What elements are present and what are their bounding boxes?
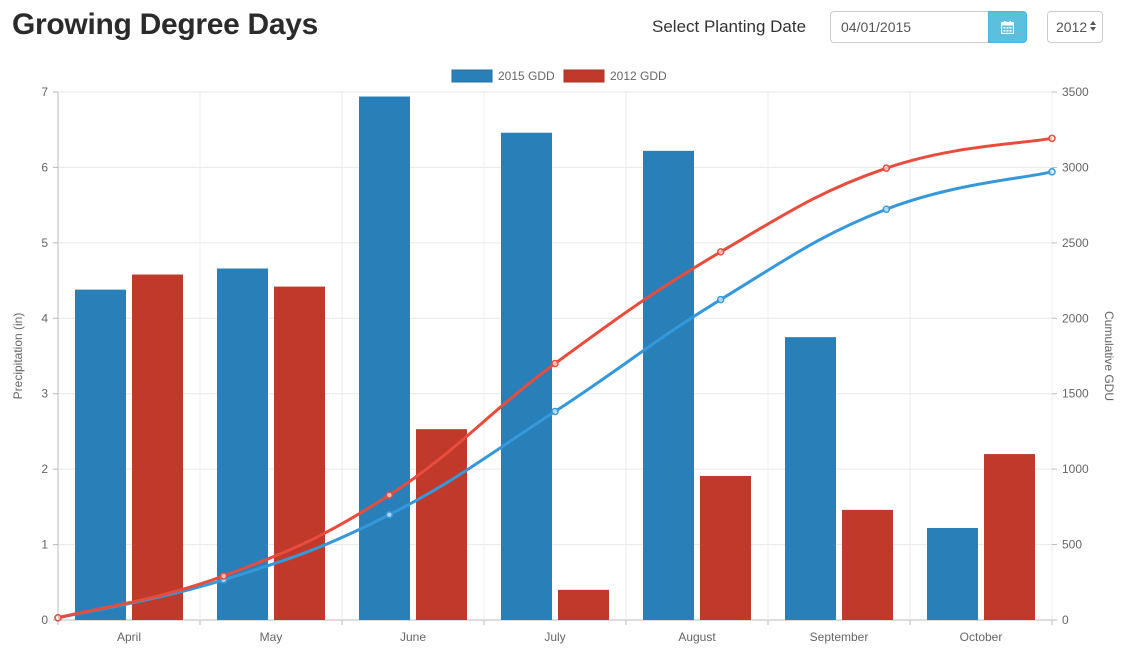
legend-label-2015: 2015 GDD [498,69,555,83]
point-2012 [551,359,559,368]
y-tick-label: 2 [41,462,48,476]
legend-swatch-2015 [451,69,493,83]
bar-2015 [359,96,410,621]
bar-2015 [927,527,978,620]
legend-swatch-2012 [563,69,605,83]
x-tick-label: June [400,630,426,644]
page-title: Growing Degree Days [12,8,319,41]
line-2015 [57,170,1053,620]
point-2012 [219,572,228,580]
point-2012 [1048,134,1056,143]
point-2015 [716,295,725,304]
point-2015 [1048,168,1056,176]
point-2012 [882,164,891,172]
y-tick-label: 5 [41,236,48,250]
y-tick-label: 6 [41,160,48,174]
y2-tick-label: 2500 [1062,236,1089,250]
point-2015 [882,205,891,213]
x-tick-label: May [260,630,283,644]
y-tick-label: 1 [41,538,48,552]
y2-tick-label: 3000 [1062,160,1089,174]
y2-tick-label: 500 [1062,538,1082,552]
y-tick-label: 7 [41,85,48,99]
x-tick-label: April [117,630,141,644]
planting-date-input[interactable] [830,11,988,43]
point-2012 [385,491,394,499]
bar-2015 [643,150,694,620]
y-axis-title: Precipitation (in) [11,313,25,400]
bar-2012 [132,274,183,620]
planting-date-label: Select Planting Date [652,17,807,36]
y2-axis-title: Cumulative GDU [1102,311,1116,401]
year-select[interactable]: 2012 [1047,11,1103,43]
year-select-value: 2012 [1056,19,1088,35]
y-tick-label: 4 [41,311,48,325]
bar-2012 [416,429,467,620]
y2-tick-label: 1000 [1062,462,1089,476]
point-2015 [551,407,559,416]
calendar-icon [1001,20,1014,34]
y2-tick-label: 1500 [1062,387,1089,401]
y2-tick-label: 0 [1062,613,1069,627]
bar-2015 [501,132,552,620]
select-arrows-icon [1090,21,1096,31]
y2-tick-label: 3500 [1062,85,1089,99]
legend-label-2012: 2012 GDD [610,69,667,83]
x-tick-label: July [544,630,565,644]
x-tick-label: September [810,630,869,644]
bar-2012 [700,475,751,620]
bar-2012 [842,509,893,620]
gdd-chart: 0 1 2 3 4 5 6 7 0 500 1000 1500 2000 2500 3000 3500 Apri… [11,69,1116,644]
point-2012 [716,248,725,256]
bar-2012 [984,454,1035,620]
point-2015 [385,510,394,519]
bar-2015 [785,337,836,620]
line-2012 [57,136,1053,620]
y2-tick-label: 2000 [1062,311,1089,325]
y-tick-label: 0 [41,613,48,627]
x-tick-label: October [960,630,1003,644]
x-tick-label: August [678,630,716,644]
point-2012 [54,613,62,622]
calendar-button[interactable] [988,11,1027,43]
bar-2012 [558,589,609,620]
bar-2015 [75,289,126,620]
bar-2012 [274,286,325,620]
y-tick-label: 3 [41,387,48,401]
